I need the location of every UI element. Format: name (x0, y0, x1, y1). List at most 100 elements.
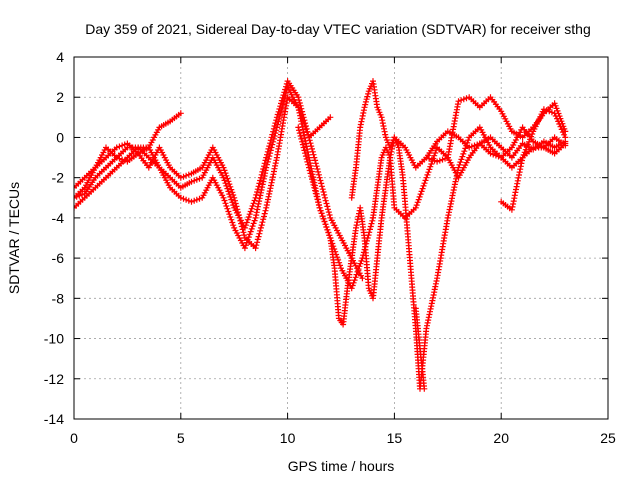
data-point-plus (368, 220, 375, 227)
data-point-plus (351, 277, 358, 284)
data-point-plus (183, 172, 190, 179)
data-point-plus (357, 260, 364, 267)
data-point-plus (310, 181, 317, 188)
data-point-plus (268, 134, 275, 141)
data-point-plus (229, 189, 236, 196)
data-point-plus (295, 124, 302, 131)
data-point-plus (223, 172, 230, 179)
data-point-plus (327, 114, 334, 121)
y-tick-label: -14 (44, 411, 64, 427)
data-point-plus (278, 100, 284, 107)
data-point-plus (252, 194, 259, 201)
data-point-plus (299, 141, 306, 148)
data-point-plus (235, 209, 241, 216)
data-point-plus (242, 242, 249, 249)
data-point-plus (257, 227, 264, 234)
data-point-plus (301, 147, 308, 154)
data-point-plus (121, 141, 128, 148)
data-point-plus (458, 97, 465, 104)
data-point-plus (237, 217, 244, 224)
y-tick-label: -10 (44, 331, 64, 347)
data-point-plus (323, 200, 330, 207)
data-point-plus (280, 92, 287, 99)
x-tick-label: 20 (493, 430, 509, 446)
data-point-plus (552, 113, 559, 119)
data-point-plus (302, 123, 309, 129)
data-point-plus (74, 193, 80, 200)
data-point-plus (267, 137, 274, 144)
data-point-plus (320, 215, 327, 222)
data-point-plus (222, 200, 229, 207)
data-point-plus (299, 111, 306, 118)
data-point-plus (193, 196, 200, 203)
data-point-plus (324, 203, 331, 210)
data-point-plus (300, 144, 307, 151)
data-point-plus (254, 189, 261, 195)
data-point-plus (495, 153, 502, 160)
data-point-plus (300, 114, 307, 121)
data-point-plus (318, 180, 325, 187)
data-point-plus (226, 211, 233, 218)
data-point-plus (459, 153, 466, 160)
data-point-plus (271, 123, 278, 129)
data-point-plus (321, 191, 328, 198)
data-point-plus (231, 194, 238, 201)
data-point-plus (296, 127, 302, 134)
data-point-plus (246, 211, 253, 218)
data-point-plus (230, 222, 237, 229)
data-point-plus (193, 176, 200, 183)
data-point-plus (432, 150, 439, 156)
data-point-plus (273, 117, 280, 124)
data-point-plus (356, 263, 363, 270)
data-point-plus (264, 151, 270, 158)
data-point-plus (361, 104, 368, 111)
data-point-plus (226, 181, 233, 188)
data-point-plus (442, 155, 449, 162)
data-point-plus (487, 150, 494, 157)
data-point-plus (257, 174, 264, 181)
data-point-plus (336, 259, 343, 266)
data-point-plus (325, 209, 332, 216)
data-point-plus (311, 154, 318, 161)
data-point-plus (315, 202, 322, 208)
data-point-plus (260, 216, 267, 223)
data-point-plus (302, 153, 309, 160)
data-point-plus (223, 203, 230, 209)
data-point-plus (222, 170, 229, 177)
data-point-plus (251, 217, 258, 224)
data-point-plus (263, 154, 270, 161)
data-point-plus (303, 125, 310, 132)
data-point-plus (250, 200, 257, 207)
data-point-plus (315, 171, 322, 178)
data-point-plus (270, 128, 277, 135)
data-point-plus (240, 229, 247, 236)
data-point-plus (516, 169, 523, 176)
data-point-plus (551, 110, 558, 117)
data-point-plus (256, 230, 263, 237)
data-point-plus (261, 213, 267, 220)
data-point-plus (490, 151, 497, 158)
data-point-plus (234, 206, 241, 213)
data-point-plus (321, 218, 328, 225)
data-point-plus (559, 129, 566, 136)
axis-ticks (73, 56, 609, 420)
data-point-plus (421, 385, 428, 392)
data-point-plus (273, 114, 280, 121)
data-point-plus (423, 174, 430, 181)
data-point-plus (276, 106, 283, 112)
data-point-plus (319, 213, 326, 220)
data-point-plus (354, 268, 361, 275)
series-sat-3 (74, 78, 366, 282)
data-point-plus (185, 171, 192, 178)
data-point-plus (319, 186, 326, 193)
data-point-plus (322, 194, 328, 201)
data-point-plus (350, 279, 357, 286)
data-point-plus (228, 186, 235, 193)
data-point-plus (267, 140, 274, 147)
data-point-plus (382, 131, 389, 138)
data-point-plus (302, 150, 309, 157)
data-point-plus (540, 106, 547, 113)
data-point-plus (255, 183, 262, 190)
data-point-plus (259, 219, 266, 226)
